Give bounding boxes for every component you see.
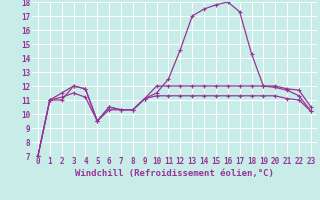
X-axis label: Windchill (Refroidissement éolien,°C): Windchill (Refroidissement éolien,°C) (75, 169, 274, 178)
